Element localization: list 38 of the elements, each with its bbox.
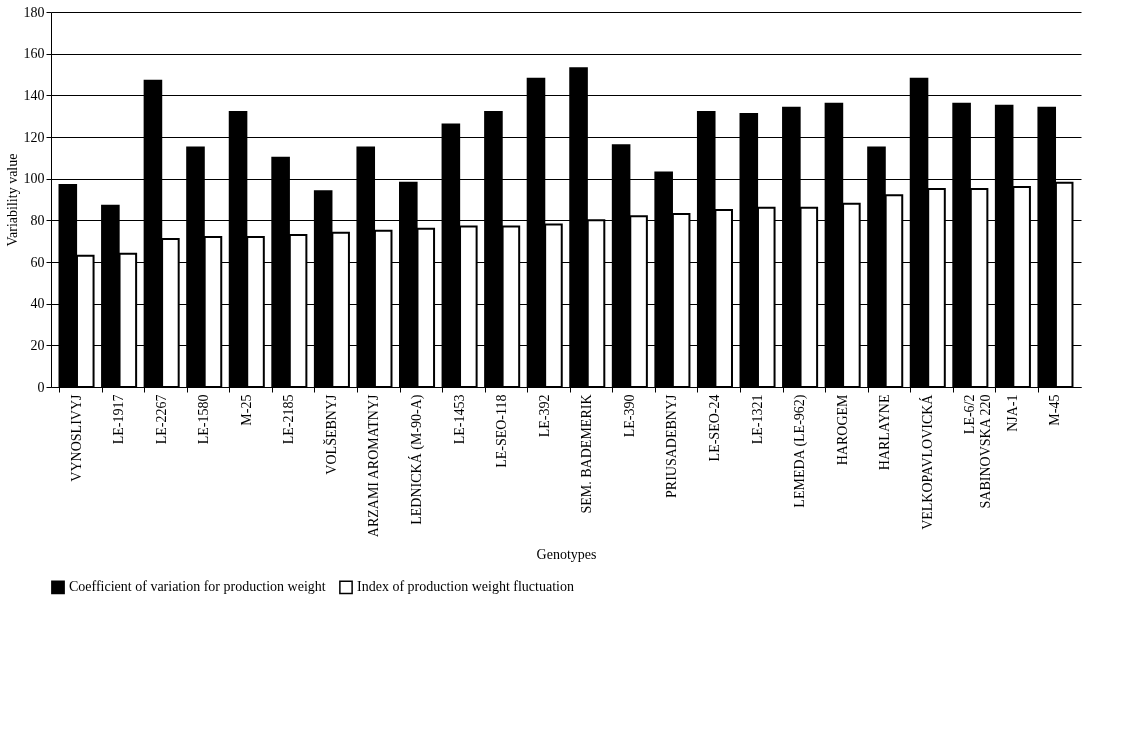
- x-tick-label: NJA-1: [1004, 394, 1020, 432]
- legend-label: Coefficient of variation for production weight: [69, 579, 326, 595]
- y-tick-label: 20: [30, 337, 45, 353]
- y-tick-label: 100: [23, 171, 45, 187]
- x-tick-label: LE-6/2 SABINOVSKA 220: [962, 394, 994, 509]
- x-tick-label: PRIUSADEBNYJ: [664, 393, 680, 498]
- x-tick-label: LE-1917: [111, 394, 127, 445]
- x-tick-label: M-25: [238, 394, 254, 426]
- y-tick-label: 160: [23, 46, 45, 62]
- y-tick-label: 40: [30, 296, 45, 312]
- y-tick-label: 180: [23, 4, 45, 20]
- x-tick-label: LEMEDA (LE-962): [792, 394, 809, 508]
- x-tick-label: M-45: [1047, 394, 1063, 426]
- y-tick-label: 80: [30, 212, 45, 228]
- x-axis-title: Genotypes: [536, 547, 597, 563]
- x-tick-label: LE-390: [621, 394, 637, 438]
- y-tick-label: 0: [37, 379, 45, 395]
- x-tick-label: SEM. BADEMERIK: [579, 394, 595, 514]
- y-tick-label: 120: [23, 129, 45, 145]
- x-tick-label: LE-1580: [196, 394, 212, 445]
- x-tick-label: LE-SEO-118: [494, 394, 510, 468]
- x-tick-label: VELKOPAVLOVICKÁ: [918, 393, 935, 530]
- x-tick-label: VYNOSLIVYJ: [68, 393, 84, 482]
- x-tick-label: HAROGEM: [834, 393, 850, 466]
- x-tick-label: LE-392: [536, 394, 552, 438]
- x-tick-label: LEDNICKÁ (M-90-A): [408, 394, 426, 525]
- x-tick-label: LE-1321: [749, 394, 765, 445]
- x-tick-label: LE-2267: [153, 394, 169, 445]
- x-tick-label: LE-2185: [281, 394, 297, 445]
- y-tick-label: 140: [23, 87, 45, 103]
- legend-label: Index of production weight fluctuation: [357, 579, 574, 595]
- y-tick-label: 60: [30, 254, 45, 270]
- x-tick-label: LE-SEO-24: [706, 394, 722, 462]
- y-axis-title: Variability value: [4, 153, 20, 247]
- x-tick-label: VOLŠEBNYJ: [322, 393, 339, 475]
- x-tick-label: ARZAMI AROMATNYJ: [366, 393, 382, 538]
- x-tick-label: LE-1453: [451, 394, 467, 445]
- x-tick-label: HARLAYNE: [877, 394, 893, 471]
